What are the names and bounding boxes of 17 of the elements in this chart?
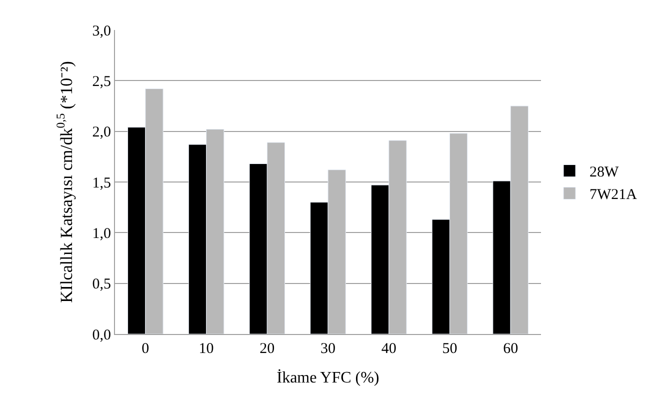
y-tick-label: 3,0 <box>92 23 111 40</box>
y-tick-label: 0,0 <box>92 327 111 344</box>
x-tick-label: 10 <box>198 341 214 357</box>
y-tick-label: 2,5 <box>92 74 111 90</box>
legend-label: 28W <box>590 164 620 181</box>
y-tick-label: 1,5 <box>92 175 111 192</box>
x-tick-label: 0 <box>142 341 150 357</box>
y-tick-label: 1,0 <box>92 226 111 242</box>
x-tick-label: 40 <box>381 341 396 357</box>
x-tick-label: 50 <box>442 341 458 357</box>
y-tick-label: 2,0 <box>92 124 111 141</box>
y-tick-label: 0,5 <box>92 276 111 293</box>
x-tick-label: 60 <box>503 341 518 357</box>
x-axis-title: İkame YFC (%) <box>276 368 380 387</box>
x-tick-label: 20 <box>260 341 275 357</box>
legend-label: 7W21A <box>590 187 638 204</box>
x-tick-label: 30 <box>320 341 336 357</box>
